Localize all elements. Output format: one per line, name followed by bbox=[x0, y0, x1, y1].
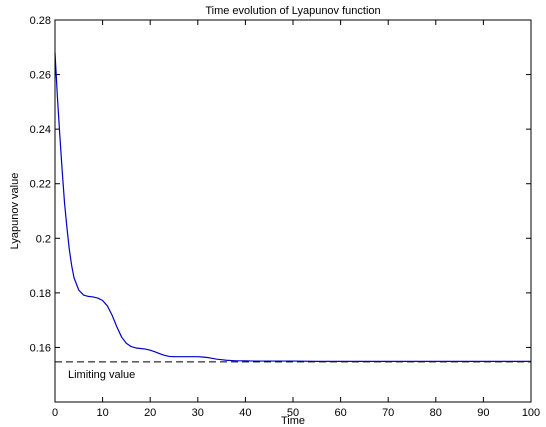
x-tick-label: 70 bbox=[382, 407, 394, 419]
y-tick-label: 0.28 bbox=[30, 15, 51, 27]
x-tick-label: 0 bbox=[52, 407, 58, 419]
chart-title: Time evolution of Lyapunov function bbox=[205, 5, 380, 17]
y-tick-label: 0.24 bbox=[30, 124, 51, 136]
x-tick-label: 100 bbox=[522, 407, 540, 419]
x-tick-label: 40 bbox=[239, 407, 251, 419]
x-tick-label: 10 bbox=[96, 407, 108, 419]
lyapunov-series-line bbox=[54, 52, 531, 362]
limiting-value-label: Limiting value bbox=[68, 369, 135, 381]
x-tick-label: 60 bbox=[334, 407, 346, 419]
y-tick-label: 0.22 bbox=[30, 179, 51, 191]
x-tick-label: 90 bbox=[477, 407, 489, 419]
y-tick-label: 0.18 bbox=[30, 288, 51, 300]
x-tick-label: 80 bbox=[430, 407, 442, 419]
y-tick-label: 0.26 bbox=[30, 70, 51, 82]
plot-area bbox=[54, 52, 531, 363]
x-axis-title: Time bbox=[281, 415, 305, 427]
plot-frame bbox=[54, 19, 532, 403]
x-tick-label: 30 bbox=[192, 407, 204, 419]
y-axis-title: Lyapunov value bbox=[9, 173, 21, 250]
x-tick-label: 20 bbox=[144, 407, 156, 419]
axis-ticks: 0 10 20 30 40 50 60 70 80 90 100 0.16 0.18 0.2 0.22 0.2… bbox=[30, 15, 541, 419]
y-tick-label: 0.16 bbox=[30, 342, 51, 354]
x-tick-label: 50 bbox=[287, 407, 299, 419]
y-tick-label: 0.2 bbox=[36, 233, 51, 245]
